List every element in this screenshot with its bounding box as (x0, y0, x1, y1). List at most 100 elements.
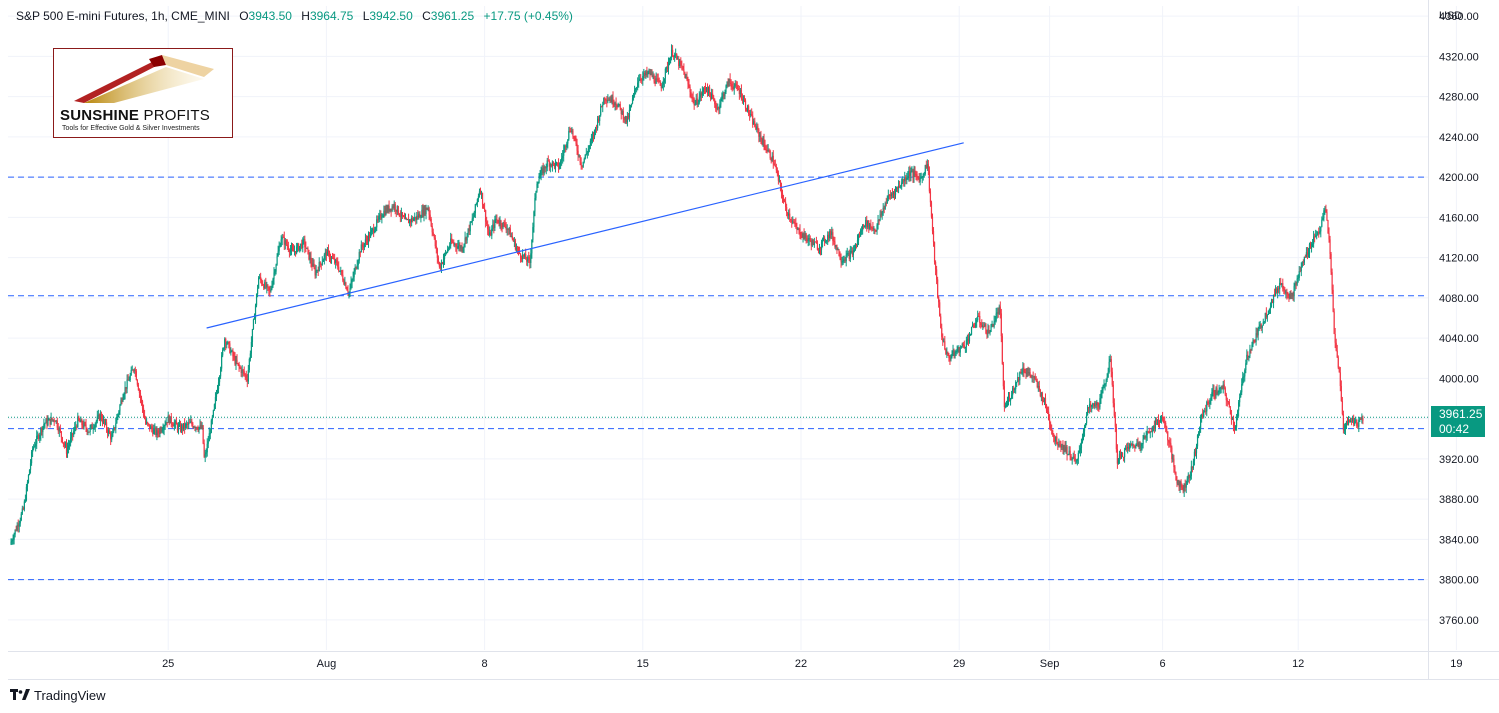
candle-body (1033, 376, 1035, 378)
candle-body (139, 393, 142, 398)
candle-body (1229, 407, 1231, 415)
candle-body (498, 222, 500, 225)
candle-body (86, 428, 88, 433)
candle-body (1317, 231, 1319, 235)
candle-body (302, 239, 304, 248)
candle-body (390, 208, 392, 211)
candle-body (1008, 397, 1011, 401)
candle-body (724, 91, 726, 97)
candle-body (1346, 421, 1349, 424)
candle-body (1111, 371, 1113, 385)
candle-body (993, 321, 995, 327)
candle-body (989, 331, 991, 334)
candle-body (272, 278, 274, 286)
x-tick-label: 8 (482, 658, 488, 670)
candle-body (148, 423, 150, 425)
candle-body (683, 69, 685, 72)
candle-body (255, 293, 258, 306)
candle-body (750, 114, 752, 116)
candle-body (769, 150, 771, 159)
candle-body (763, 138, 765, 145)
candle-body (544, 166, 546, 169)
candle-body (381, 217, 383, 219)
candle-body (1096, 402, 1098, 406)
trendline[interactable] (206, 142, 964, 329)
candle-body (443, 253, 446, 260)
candle-body (1278, 288, 1280, 290)
candle-body (711, 93, 713, 100)
candle-body (140, 397, 143, 402)
candle-body (154, 428, 156, 430)
candle-body (1016, 381, 1018, 383)
candle-body (439, 266, 442, 269)
candle-body (1338, 367, 1340, 373)
candle-body (473, 213, 475, 218)
candle-body (962, 343, 964, 346)
candle-body (1177, 481, 1179, 484)
candle-body (539, 175, 541, 179)
candle-body (283, 237, 285, 245)
candle-body (1347, 419, 1350, 424)
candle-body (1063, 445, 1065, 451)
candle-body (608, 99, 610, 101)
candle-body (1331, 272, 1333, 290)
candle-body (387, 205, 389, 212)
trend-line[interactable] (206, 142, 964, 329)
candle-body (119, 405, 121, 412)
candle-body (1126, 447, 1128, 449)
candle-body (103, 419, 106, 424)
candle-body (235, 359, 237, 365)
candle-body (641, 79, 643, 81)
candle-body (657, 78, 659, 81)
candle-body (626, 116, 628, 123)
candle-body (459, 244, 461, 249)
candle-body (345, 282, 347, 289)
candle-body (186, 423, 188, 425)
candle-body (1270, 300, 1273, 307)
candle-body (1143, 435, 1145, 440)
candle-body (210, 420, 212, 433)
candle-body (113, 427, 115, 432)
candle-body (419, 213, 421, 218)
candle-body (250, 341, 253, 354)
candle-body (270, 288, 272, 292)
candle-body (894, 188, 897, 195)
candle-body (1245, 363, 1247, 371)
candle-body (685, 76, 687, 79)
candle-body (864, 226, 866, 228)
candle-body (1142, 439, 1144, 445)
candle-body (637, 82, 639, 88)
candle-body (226, 343, 228, 345)
candle-body (150, 426, 152, 429)
candle-body (681, 64, 683, 67)
candle-body (702, 88, 705, 93)
candle-body (550, 164, 552, 167)
candle-body (438, 262, 440, 267)
candle-body (71, 433, 73, 438)
candle-body (448, 248, 450, 250)
candle-body (1163, 419, 1165, 423)
candle-body (118, 411, 120, 415)
candle-body (241, 369, 243, 373)
candle-body (1182, 487, 1184, 492)
candle-body (97, 414, 99, 417)
candle-body (285, 240, 287, 245)
candle-body (1150, 431, 1152, 433)
candle-body (1070, 456, 1072, 461)
candle-body (94, 423, 96, 428)
candle-body (599, 115, 601, 122)
candle-body (505, 226, 507, 230)
candle-body (837, 249, 839, 251)
candle-body (679, 61, 681, 66)
candle-body (806, 237, 808, 242)
candle-body (852, 250, 854, 255)
candle-body (181, 425, 184, 430)
candle-body (493, 224, 495, 228)
tradingview-attribution[interactable]: TradingView (10, 686, 106, 704)
candle-body (106, 429, 109, 434)
candle-body (204, 454, 206, 457)
candle-body (915, 174, 917, 176)
candle-body (351, 279, 353, 283)
candle-body (730, 82, 732, 84)
